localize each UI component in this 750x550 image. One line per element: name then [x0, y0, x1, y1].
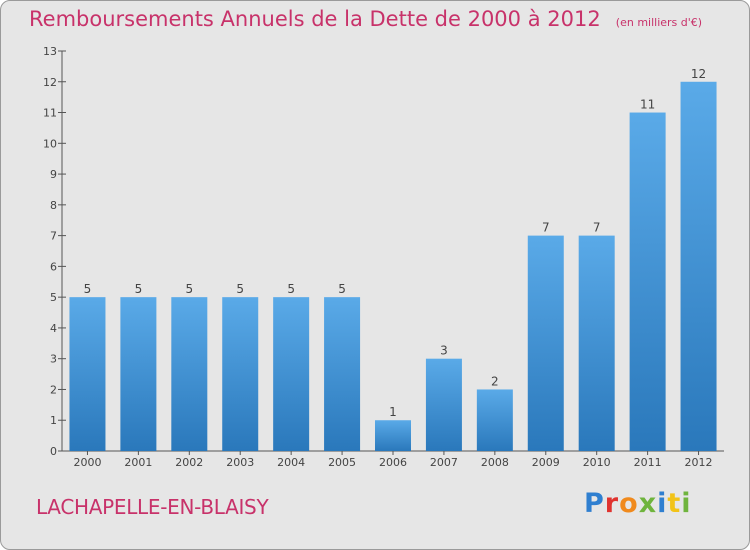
x-tick-label: 2004	[277, 456, 305, 469]
x-tick-label: 2011	[634, 456, 662, 469]
chart-unit: (en milliers d'€)	[615, 16, 703, 29]
data-label: 2	[491, 374, 499, 388]
bar	[375, 420, 411, 451]
y-tick-label: 11	[43, 107, 57, 120]
y-tick-label: 13	[43, 45, 57, 58]
bar	[69, 297, 106, 451]
y-tick-label: 5	[50, 291, 57, 304]
y-tick-label: 12	[43, 76, 57, 89]
proxiti-logo: Proxiti	[584, 488, 692, 519]
y-tick-label: 6	[50, 260, 57, 273]
y-tick-label: 1	[50, 414, 57, 427]
data-label: 7	[542, 221, 550, 235]
data-label: 12	[691, 67, 706, 81]
x-tick-label: 2007	[430, 456, 458, 469]
x-tick-label: 2009	[532, 456, 560, 469]
y-tick-label: 2	[50, 383, 57, 396]
data-label: 3	[440, 344, 448, 358]
data-label: 5	[84, 282, 92, 296]
data-label: 5	[338, 282, 346, 296]
data-label: 1	[389, 405, 397, 419]
bar	[629, 112, 666, 452]
y-tick-label: 9	[50, 168, 57, 181]
chart-title: Remboursements Annuels de la Dette de 20…	[29, 7, 601, 31]
bar	[425, 358, 462, 451]
bar	[120, 297, 157, 451]
data-label: 5	[185, 282, 193, 296]
y-tick-label: 7	[50, 230, 57, 243]
bar	[527, 235, 564, 451]
bar	[273, 297, 310, 451]
x-tick-label: 2003	[226, 456, 254, 469]
y-tick-label: 3	[50, 353, 57, 366]
bar	[171, 297, 208, 451]
bar	[324, 297, 361, 451]
bar	[680, 81, 717, 452]
data-label: 7	[593, 221, 601, 235]
y-tick-label: 4	[50, 322, 57, 335]
x-tick-label: 2002	[175, 456, 203, 469]
data-label: 5	[287, 282, 295, 296]
title-row: Remboursements Annuels de la Dette de 20…	[29, 7, 702, 31]
data-label: 5	[135, 282, 143, 296]
x-tick-label: 2008	[481, 456, 509, 469]
bar	[476, 389, 513, 451]
commune-name: LACHAPELLE-EN-BLAISY	[36, 495, 269, 519]
bar	[222, 297, 259, 451]
x-tick-label: 2001	[124, 456, 152, 469]
bar	[578, 235, 615, 451]
y-tick-label: 0	[50, 445, 57, 458]
data-label: 11	[640, 98, 655, 112]
bars	[69, 81, 717, 452]
x-tick-label: 2012	[685, 456, 713, 469]
x-tick-label: 2000	[73, 456, 101, 469]
data-labels: 5 5 5 5 5 5 1 3 2 7 7 11 12	[84, 67, 707, 419]
data-label: 5	[236, 282, 244, 296]
y-tick-label: 8	[50, 199, 57, 212]
x-tick-label: 2010	[583, 456, 611, 469]
y-tick-label: 10	[43, 137, 57, 150]
x-tick-label: 2005	[328, 456, 356, 469]
x-tick-label: 2006	[379, 456, 407, 469]
